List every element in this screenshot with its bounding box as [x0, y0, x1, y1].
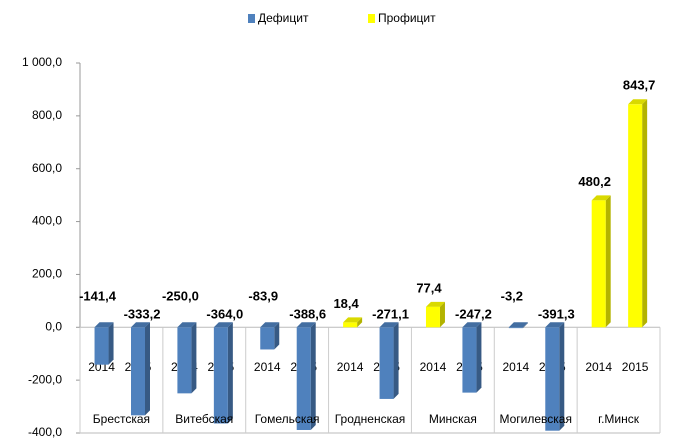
bar: [131, 327, 145, 416]
bar-top: [260, 322, 280, 328]
y-tick-label: 400,0: [32, 214, 62, 228]
legend-swatch: [248, 14, 255, 23]
value-label: -250,0: [162, 289, 199, 304]
bar: [425, 306, 440, 328]
bar: [177, 327, 192, 394]
bar: [296, 327, 311, 430]
value-label: 18,4: [333, 296, 359, 311]
x-tick-label: 2014: [254, 360, 281, 374]
bar-side: [522, 322, 528, 329]
y-tick-label: 1 000,0: [22, 55, 62, 69]
bar-top: [508, 322, 528, 328]
value-label: 480,2: [578, 174, 611, 189]
value-label: -388,6: [289, 307, 326, 322]
bar-side: [227, 322, 233, 424]
bar-side: [357, 317, 363, 328]
legend-swatch: [368, 14, 375, 23]
value-label: -141,4: [79, 289, 117, 304]
bar-top: [379, 322, 399, 328]
y-tick-label: -400,0: [28, 425, 62, 439]
y-tick-label: -200,0: [28, 372, 62, 386]
value-label: -333,2: [124, 307, 161, 322]
value-label: 77,4: [416, 280, 442, 295]
bar-side: [642, 99, 648, 328]
x-tick-label: 2014: [337, 360, 364, 374]
bar-side: [145, 322, 150, 416]
bar-side: [439, 301, 445, 328]
y-tick-label: 200,0: [32, 267, 62, 281]
value-label: -364,0: [206, 307, 243, 322]
bar-top: [94, 322, 114, 328]
x-tick-label: 2015: [622, 360, 649, 374]
bar: [508, 327, 523, 329]
group-label: Гродненская: [335, 412, 406, 426]
bar-top: [343, 317, 363, 323]
value-label: -3,2: [501, 289, 523, 304]
bar-side: [108, 322, 114, 365]
value-label: -271,1: [372, 307, 409, 322]
bar-side: [191, 322, 197, 394]
group-label: Витебская: [175, 412, 233, 426]
bar-side: [559, 322, 565, 431]
bar-top: [213, 322, 233, 328]
bar: [628, 104, 643, 328]
group-label: Брестская: [93, 412, 150, 426]
y-tick-label: 800,0: [32, 108, 62, 122]
bar-side: [310, 322, 316, 430]
bar-top: [545, 322, 565, 328]
bar-top: [131, 322, 150, 328]
bar-top: [425, 301, 445, 307]
value-label: -247,2: [455, 307, 492, 322]
bar: [545, 327, 560, 431]
legend-label: Дефицит: [258, 11, 309, 25]
bar-top: [296, 322, 316, 328]
x-tick-label: 2014: [585, 360, 612, 374]
bar: [94, 327, 109, 365]
bar: [462, 327, 477, 393]
bar: [379, 327, 394, 399]
legend-label: Профицит: [378, 11, 436, 25]
bar-side: [476, 322, 482, 393]
group-label: Гомельская: [255, 412, 320, 426]
bar: [213, 327, 228, 424]
bar-top: [177, 322, 197, 328]
value-label: -83,9: [248, 289, 278, 304]
bar-side: [605, 195, 611, 328]
bar: [260, 327, 275, 350]
y-tick-label: 600,0: [32, 161, 62, 175]
y-tick-label: 0,0: [45, 319, 62, 333]
value-label: 843,7: [623, 78, 656, 93]
bar-top: [628, 99, 648, 105]
group-label: Минская: [429, 412, 477, 426]
bar-side: [274, 322, 280, 350]
value-label: -391,3: [538, 307, 575, 322]
x-tick-label: 2014: [502, 360, 529, 374]
bar: [343, 322, 358, 328]
bar-top: [591, 195, 611, 201]
bar-side: [393, 322, 399, 399]
x-tick-label: 2014: [420, 360, 447, 374]
bar-top: [462, 322, 482, 328]
bar: [591, 200, 606, 328]
group-label: г.Минск: [598, 412, 640, 426]
group-label: Могилевская: [499, 412, 572, 426]
